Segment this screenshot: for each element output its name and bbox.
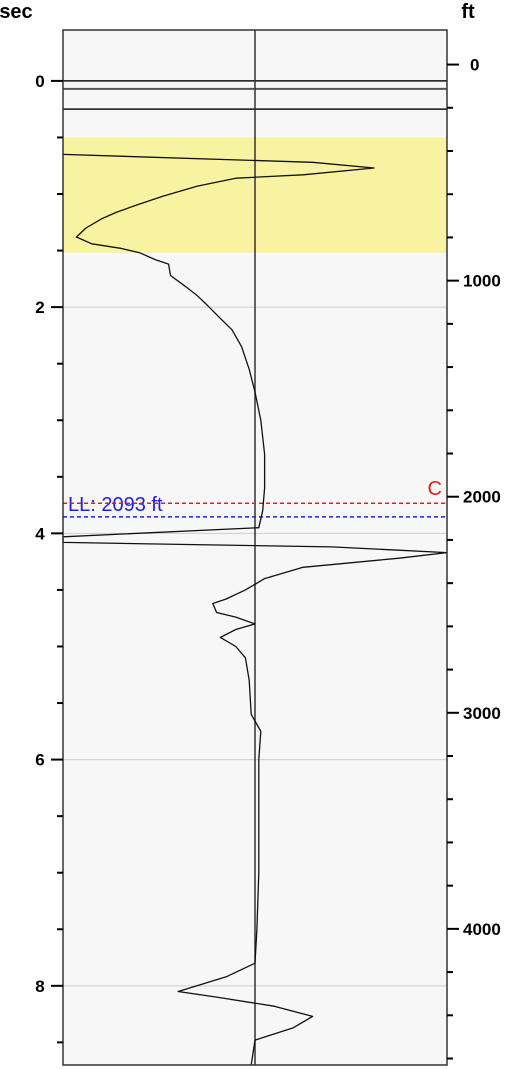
right-axis: ft 0 1000 2000 3000 4000 [447,1,501,1060]
left-axis-unit-label: sec [0,1,33,23]
right-tick-label: 2000 [463,488,501,507]
right-tick-label: 1000 [463,272,501,291]
marker-label: C [428,478,442,500]
plot-area: LL: 2093 ft C [62,29,448,1066]
left-tick-label: 4 [35,524,45,543]
left-axis: sec 0 2 4 6 8 [0,1,63,1044]
right-tick-label: 0 [470,56,479,75]
right-axis-unit-label: ft [461,1,475,23]
marker-label: LL: 2093 ft [68,494,163,516]
left-tick-label: 8 [35,977,44,996]
left-tick-label: 6 [35,751,44,770]
right-tick-label: 4000 [463,920,501,939]
left-tick-label: 0 [35,72,44,91]
right-tick-label: 3000 [463,704,501,723]
left-tick-label: 2 [35,298,44,317]
plot-border [62,29,448,1066]
